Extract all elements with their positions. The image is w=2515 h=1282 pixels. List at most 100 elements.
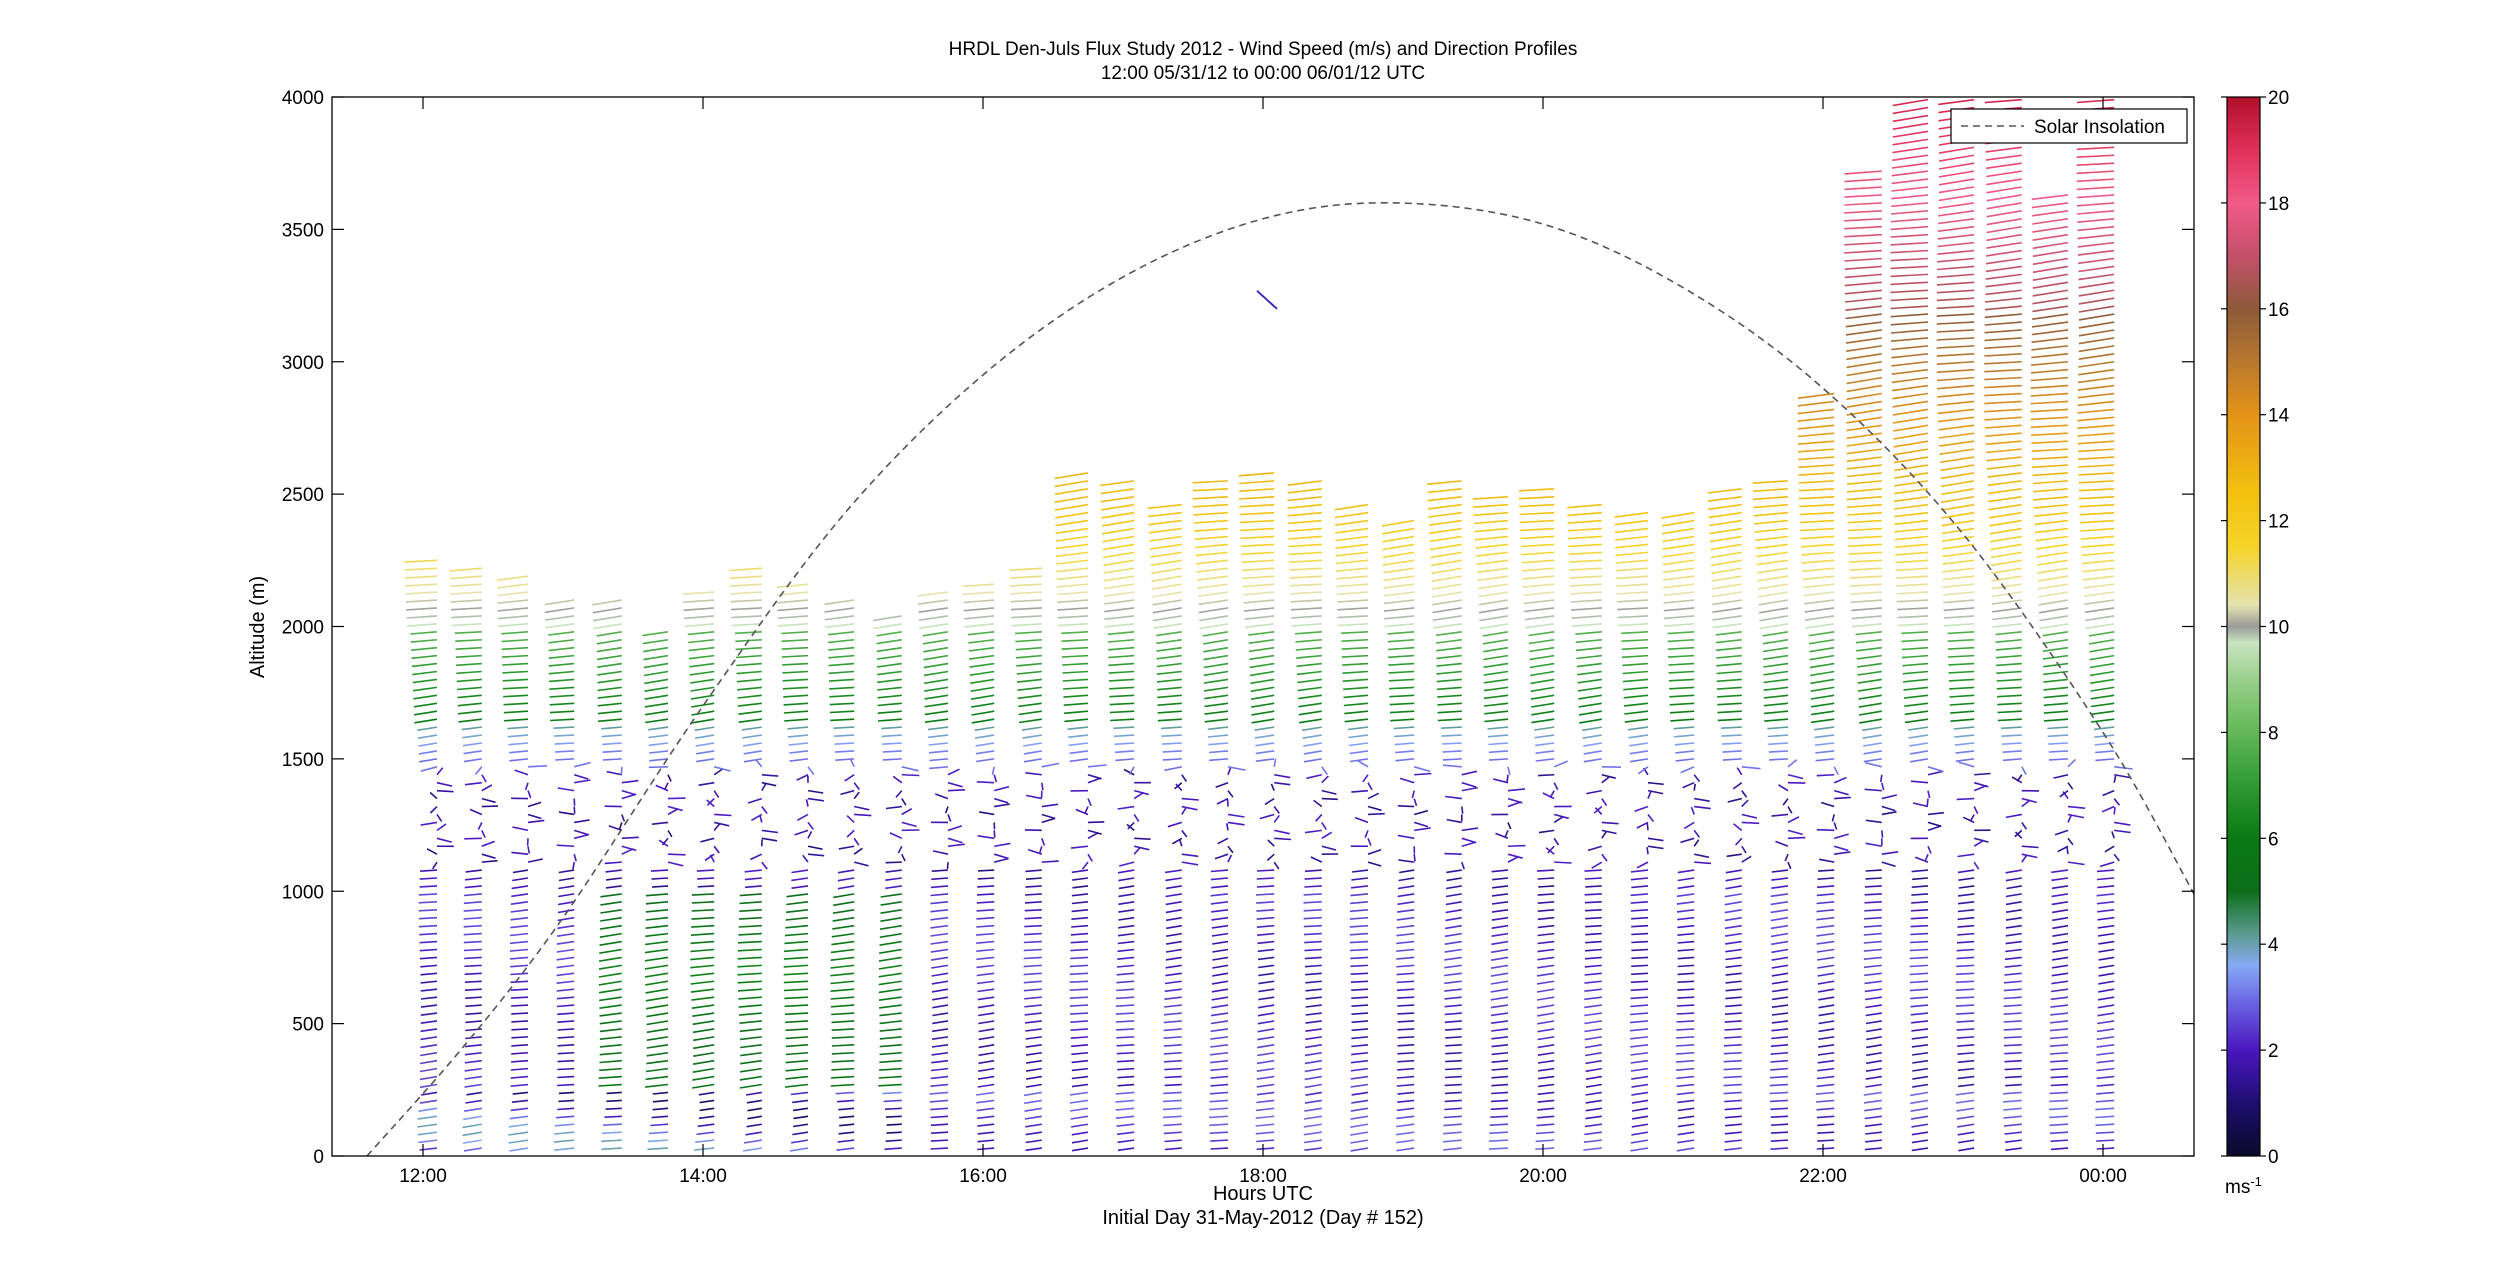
wind-barb	[1771, 972, 1789, 977]
wind-barb	[2096, 1067, 2115, 1072]
wind-barb	[1949, 694, 1975, 698]
wind-barb	[2049, 1107, 2069, 1111]
wind-barb	[1256, 1075, 1275, 1080]
wind-barb	[930, 885, 949, 889]
wind-barb	[1056, 567, 1089, 573]
wind-barb	[885, 1139, 902, 1142]
wind-barb	[1070, 1012, 1089, 1015]
wind-barb	[1741, 845, 1747, 854]
wind-barb	[1800, 543, 1835, 548]
wind-barb	[2051, 972, 2069, 977]
wind-barb	[1662, 567, 1695, 574]
wind-barb	[2031, 337, 2069, 343]
wind-barb	[877, 718, 902, 722]
wind-barb	[1024, 1115, 1042, 1120]
wind-barb	[1909, 750, 1929, 755]
wind-barb	[1771, 948, 1789, 954]
wind-barb	[2050, 1139, 2069, 1143]
wind-barb	[1631, 948, 1649, 952]
wind-barb	[1938, 178, 1975, 186]
wind-barb	[832, 916, 855, 922]
wind-barb	[1350, 1107, 1369, 1112]
wind-barb	[1810, 678, 1835, 685]
wind-barb	[947, 789, 966, 792]
wind-barb	[1926, 798, 1929, 806]
wind-barb	[1690, 806, 1695, 815]
wind-barb	[1736, 767, 1743, 776]
wind-barb	[598, 972, 622, 978]
wind-barb	[2050, 1012, 2069, 1016]
wind-barb	[1303, 1139, 1322, 1144]
wind-barb	[1250, 694, 1275, 700]
wind-barb	[1216, 797, 1229, 805]
wind-barb	[1296, 654, 1322, 659]
wind-barb	[2038, 607, 2069, 614]
wind-barb	[2077, 249, 2115, 256]
wind-barb	[602, 742, 622, 746]
wind-barb	[976, 1107, 995, 1112]
wind-barb	[692, 1075, 715, 1081]
wind-barb	[2078, 472, 2115, 476]
wind-barb	[1490, 1020, 1509, 1024]
wind-barb	[1396, 1107, 1415, 1112]
wind-barb	[1023, 1091, 1042, 1097]
wind-barb	[1864, 1123, 1882, 1127]
wind-barb	[1816, 901, 1835, 905]
wind-barb	[1954, 742, 1975, 746]
wind-barb	[831, 1044, 855, 1047]
wind-barb	[1769, 1075, 1789, 1079]
wind-barb	[2096, 1028, 2115, 1033]
wind-barb	[1528, 631, 1555, 637]
wind-barb	[1733, 823, 1743, 831]
wind-barb	[876, 638, 902, 645]
wind-barb	[1817, 1139, 1835, 1142]
wind-barb	[1584, 1012, 1602, 1017]
wind-barb	[1845, 329, 1882, 336]
wind-barb	[1164, 980, 1182, 985]
wind-barb	[2078, 273, 2115, 281]
wind-barb	[1753, 511, 1789, 517]
wind-barb	[554, 1147, 575, 1151]
wind-barb	[511, 1028, 529, 1031]
wind-barb	[1763, 670, 1789, 676]
wind-barb	[1157, 686, 1182, 691]
wind-barb	[1848, 535, 1882, 540]
wind-barb	[1864, 1147, 1882, 1151]
wind-barb	[1892, 114, 1929, 123]
wind-barb	[544, 607, 575, 614]
wind-barb	[511, 1044, 529, 1047]
wind-barb	[1724, 932, 1742, 937]
wind-barb	[599, 1004, 622, 1009]
wind-barb	[978, 1051, 995, 1057]
wind-barb	[1894, 480, 1929, 487]
wind-barb	[596, 631, 622, 637]
wind-barb	[1362, 774, 1369, 783]
wind-barb	[1210, 1139, 1229, 1142]
wind-barb	[1630, 1020, 1649, 1024]
wind-barb	[1118, 885, 1135, 890]
wind-barb	[2051, 877, 2069, 882]
wind-barb	[737, 964, 762, 968]
wind-barb	[1818, 1044, 1835, 1048]
wind-barb	[2096, 1147, 2115, 1150]
wind-barb	[1996, 670, 2022, 674]
wind-barb	[509, 948, 529, 952]
wind-barb	[844, 774, 855, 782]
wind-barb	[791, 1139, 809, 1144]
wind-barb	[1957, 1059, 1975, 1064]
wind-barb	[1134, 837, 1151, 840]
wind-barb	[1863, 1091, 1882, 1096]
wind-barb	[1852, 623, 1882, 628]
wind-barb	[1910, 1004, 1929, 1008]
wind-barb	[463, 948, 482, 952]
wind-barb	[1724, 1028, 1742, 1031]
wind-barb	[1109, 702, 1135, 706]
wind-barb	[697, 885, 715, 888]
wind-barb	[1881, 794, 1897, 800]
wind-barb	[739, 916, 762, 920]
wind-barb	[1631, 964, 1649, 968]
wind-barb	[1211, 924, 1229, 929]
wind-barb	[1937, 384, 1975, 390]
wind-barb	[1442, 742, 1462, 745]
wind-barb	[2047, 726, 2069, 730]
